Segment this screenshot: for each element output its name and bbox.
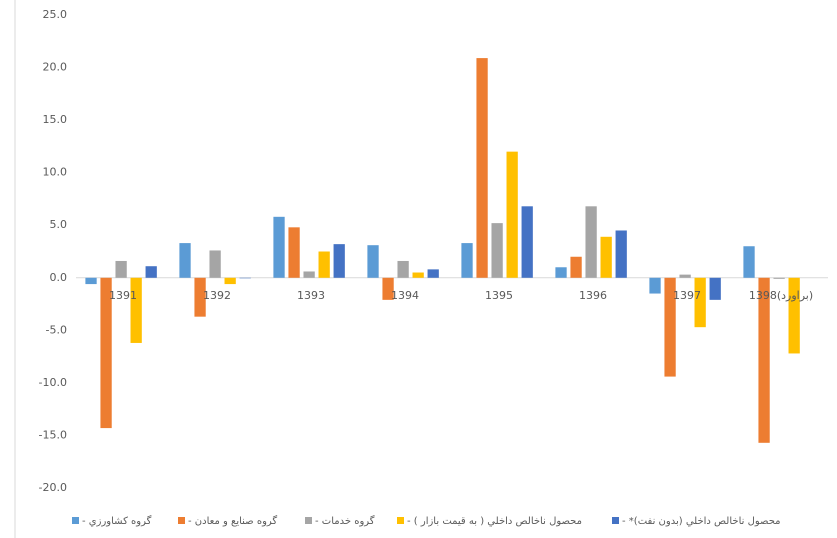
- bar: [570, 256, 582, 278]
- bar: [555, 267, 567, 278]
- bar: [694, 277, 706, 328]
- bar: [585, 206, 597, 278]
- bar: [773, 277, 785, 279]
- bar: [145, 266, 157, 278]
- y-tick-label: 0.0: [50, 271, 68, 284]
- bar: [85, 277, 97, 285]
- legend-label: گروه کشاورزي -: [82, 515, 152, 527]
- bar: [461, 243, 473, 278]
- bar: [788, 277, 800, 354]
- bar: [521, 206, 533, 278]
- bar: [318, 251, 330, 278]
- bar: [333, 244, 345, 278]
- x-tick-label: 1391: [109, 289, 137, 302]
- x-tick-label: 1396: [579, 289, 607, 302]
- bar: [649, 277, 661, 294]
- bar: [506, 151, 518, 278]
- y-tick-label: 5.0: [50, 218, 68, 231]
- bar: [382, 277, 394, 300]
- bar: [600, 236, 612, 278]
- bar: [491, 223, 503, 278]
- y-tick-label: -10.0: [39, 376, 67, 389]
- x-tick-label: 1397: [673, 289, 701, 302]
- x-tick-label: 1392: [203, 289, 231, 302]
- x-tick-label: 1393: [297, 289, 325, 302]
- x-tick-label: 1395: [485, 289, 513, 302]
- bar: [679, 274, 691, 278]
- y-tick-label: -5.0: [46, 323, 67, 336]
- bar: [758, 277, 770, 443]
- legend-label: محصول ناخالص داخلي (بدون نفت)* -: [622, 516, 781, 527]
- bar: [179, 243, 191, 278]
- x-tick-label: 1398(براورد): [749, 289, 813, 302]
- bar: [100, 277, 112, 429]
- bar: [194, 277, 206, 317]
- bar: [209, 250, 221, 278]
- bar: [367, 245, 379, 278]
- bar: [412, 272, 424, 278]
- legend-label: محصول ناخالص داخلي ( به قيمت بازار ) -: [407, 516, 582, 527]
- bar: [743, 246, 755, 278]
- y-tick-label: -15.0: [39, 428, 67, 441]
- bar: [130, 277, 142, 343]
- bar: [427, 269, 439, 278]
- legend-swatch: [178, 517, 185, 524]
- bar: [476, 58, 488, 278]
- legend-swatch: [612, 517, 619, 524]
- bar: [239, 277, 251, 279]
- bar: [615, 230, 627, 278]
- legend-swatch: [305, 517, 312, 524]
- legend-label: گروه صنايع و معادن -: [188, 515, 277, 527]
- bar: [288, 227, 300, 278]
- bar: [115, 260, 127, 278]
- legend-swatch: [397, 517, 404, 524]
- bar: [303, 271, 315, 278]
- y-tick-label: 10.0: [43, 166, 68, 179]
- x-tick-label: 1394: [391, 289, 419, 302]
- bar: [224, 277, 236, 285]
- y-tick-label: 25.0: [43, 8, 68, 21]
- bar: [709, 277, 721, 300]
- legend-label: گروه خدمات -: [315, 515, 375, 527]
- y-tick-label: -20.0: [39, 481, 67, 494]
- y-tick-label: 15.0: [43, 113, 68, 126]
- y-tick-label: 20.0: [43, 61, 68, 74]
- bar: [397, 260, 409, 278]
- bar: [273, 216, 285, 278]
- legend-swatch: [72, 517, 79, 524]
- bar: [664, 277, 676, 377]
